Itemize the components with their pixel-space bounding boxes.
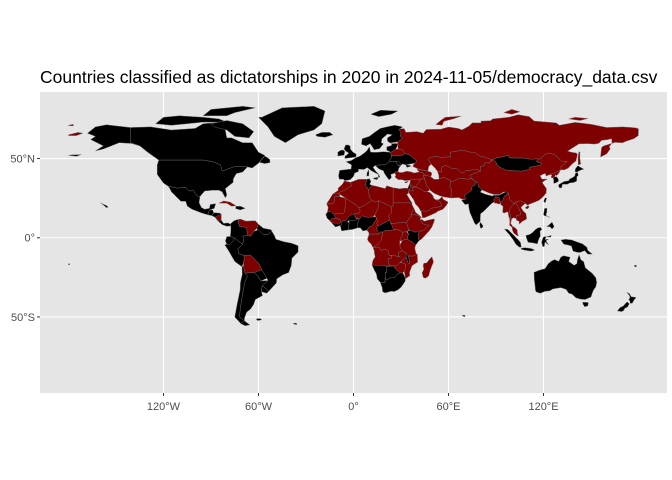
country-sri-lanka bbox=[479, 221, 484, 229]
country-tierra-del-fuego bbox=[240, 321, 251, 326]
country-great-britain bbox=[343, 144, 357, 159]
country-chukotka-tip bbox=[68, 132, 84, 136]
x-tick-label: 120°W bbox=[147, 401, 181, 413]
x-tick-label: 60°W bbox=[245, 401, 273, 413]
country-malay-peninsula bbox=[511, 226, 519, 237]
country-baltics bbox=[386, 143, 398, 153]
country-baffin-island bbox=[210, 120, 254, 139]
country-gulf-states bbox=[421, 196, 449, 219]
country-sumatra bbox=[504, 228, 522, 248]
country-canadian-arctic-islands bbox=[155, 115, 228, 126]
country-caucasus bbox=[416, 168, 433, 178]
country-taiwan bbox=[543, 197, 547, 204]
country-greenland bbox=[258, 106, 326, 143]
country-iceland bbox=[315, 132, 334, 138]
country-cameroon bbox=[366, 216, 379, 235]
y-axis: 50°N 0° 50°S bbox=[10, 154, 40, 324]
x-tick-label: 0° bbox=[348, 401, 359, 413]
country-svalbard bbox=[370, 109, 398, 117]
y-tick-label: 50°N bbox=[10, 154, 35, 166]
country-layer bbox=[68, 106, 639, 326]
country-antarctic-islet bbox=[68, 263, 71, 265]
country-philippines-mindanao bbox=[546, 221, 555, 230]
country-scandinavia bbox=[361, 125, 403, 151]
country-borneo bbox=[525, 227, 543, 245]
country-indochina bbox=[515, 200, 527, 225]
country-cyprus bbox=[404, 180, 409, 184]
country-hispaniola bbox=[235, 205, 246, 211]
country-argentina bbox=[239, 272, 269, 322]
country-new-siberian-islands bbox=[568, 117, 588, 121]
country-wrangel-island bbox=[68, 124, 74, 127]
country-ireland bbox=[337, 149, 345, 157]
country-cote-d-ivoire bbox=[340, 220, 350, 232]
y-tick-label: 50°S bbox=[11, 312, 35, 324]
country-honshu-kyushu-japan bbox=[558, 171, 579, 189]
country-falkland-islands bbox=[255, 318, 262, 321]
country-severnaya-zemlya bbox=[503, 109, 520, 115]
country-sicily bbox=[372, 176, 379, 180]
country-sardinia-corsica bbox=[366, 169, 370, 177]
country-australia bbox=[533, 254, 597, 300]
country-sulawesi bbox=[541, 235, 552, 247]
country-china bbox=[469, 152, 568, 206]
country-guatemala bbox=[207, 209, 214, 216]
chart-title: Countries classified as dictatorships in… bbox=[40, 67, 658, 88]
country-hawaii bbox=[99, 202, 109, 208]
country-uruguay bbox=[261, 285, 270, 294]
country-moldova bbox=[395, 160, 401, 166]
country-south-georgia bbox=[293, 323, 297, 325]
country-sakhalin bbox=[577, 151, 581, 166]
country-macquarie-area-islet bbox=[462, 315, 466, 317]
country-nicaragua bbox=[214, 213, 222, 221]
x-tick-label: 120°E bbox=[528, 401, 558, 413]
country-java bbox=[520, 247, 535, 252]
country-new-guinea bbox=[560, 239, 593, 255]
country-mexico bbox=[168, 186, 216, 216]
country-south-africa bbox=[380, 272, 406, 294]
country-somalia bbox=[418, 218, 435, 241]
country-newfoundland bbox=[259, 155, 271, 164]
country-india bbox=[461, 178, 508, 226]
country-ellesmere-island bbox=[202, 106, 256, 117]
country-hokkaido-japan bbox=[575, 165, 585, 173]
x-tick-label: 60°E bbox=[437, 401, 461, 413]
country-hainan bbox=[525, 205, 530, 210]
country-cuba bbox=[218, 200, 237, 207]
country-morocco bbox=[332, 180, 352, 195]
country-kamchatka-alaska-strip bbox=[68, 154, 82, 157]
y-tick-label: 0° bbox=[24, 233, 35, 245]
country-novaya-zemlya bbox=[435, 115, 462, 126]
country-philippines-luzon bbox=[543, 208, 550, 218]
country-new-zealand-south bbox=[617, 301, 630, 312]
country-burkina-faso bbox=[345, 213, 358, 223]
country-alaska-united-states bbox=[87, 124, 141, 152]
country-south-korea bbox=[552, 176, 559, 184]
country-madagascar bbox=[421, 256, 434, 279]
country-north-korea bbox=[550, 170, 561, 179]
country-fiji bbox=[634, 264, 637, 267]
x-axis: 120°W 60°W 0° 60°E 120°E bbox=[147, 393, 559, 413]
country-tasmania bbox=[582, 302, 589, 307]
country-turkey bbox=[394, 170, 425, 181]
country-crimea bbox=[405, 164, 412, 168]
country-new-zealand-north bbox=[626, 292, 637, 304]
